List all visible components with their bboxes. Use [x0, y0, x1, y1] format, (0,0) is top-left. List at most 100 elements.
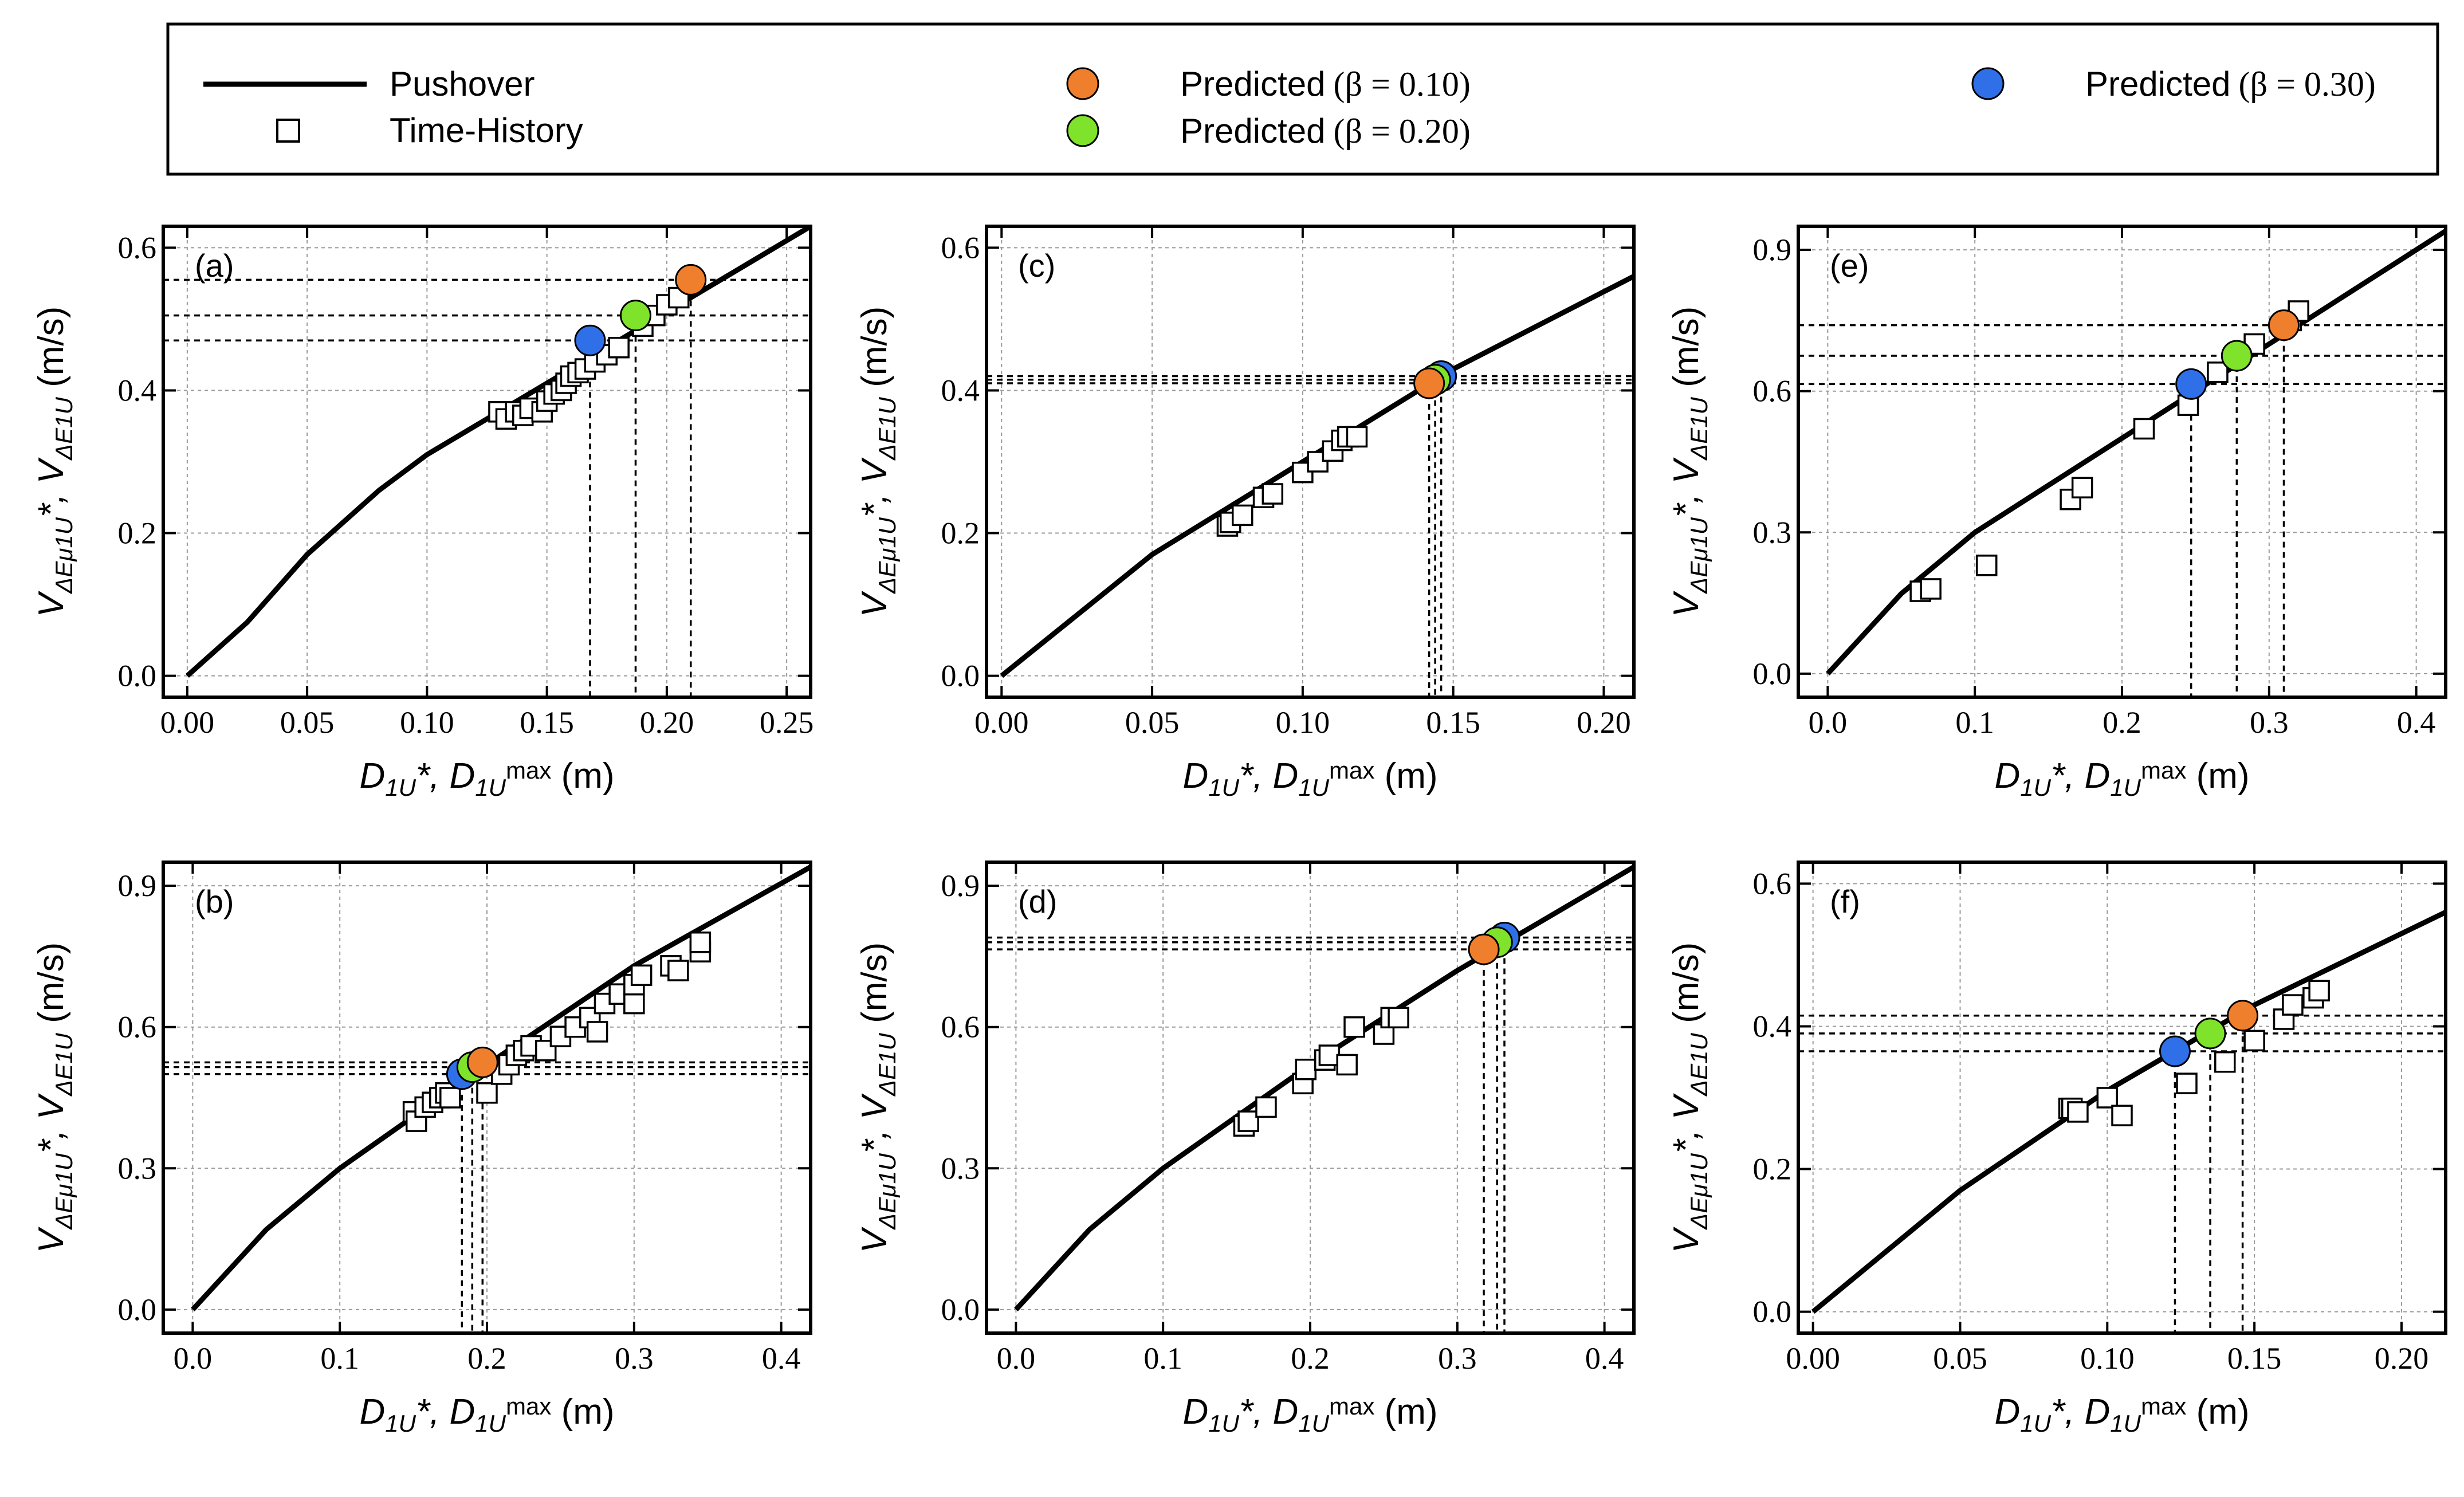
time-history-point — [1295, 1058, 1317, 1080]
time-history-point — [2133, 418, 2155, 440]
y-tick-label: 0.0 — [118, 659, 157, 693]
time-history-point — [1262, 483, 1284, 505]
x-axis-label-part: *, D — [2051, 1392, 2110, 1432]
x-axis-label-part: 1U — [2020, 774, 2051, 801]
time-history-point — [476, 1082, 498, 1104]
time-history-point — [1318, 1044, 1341, 1066]
y-axis-label-part: *, V — [855, 457, 894, 517]
time-history-point — [608, 336, 630, 359]
time-history-point — [1237, 1110, 1259, 1132]
y-axis-label-part: ΔEμ1U — [874, 1153, 901, 1230]
y-axis-label-part: V — [855, 1226, 894, 1253]
y-axis-label-part: *, V — [1667, 1093, 1706, 1153]
x-tick-label: 0.20 — [1577, 705, 1631, 740]
x-axis-label-part: 1U — [385, 1410, 416, 1437]
legend-time-history-marker — [276, 119, 300, 143]
x-tick-label: 0.10 — [2080, 1341, 2135, 1376]
panel-a: 0.00 0.05 0.10 0.15 0.20 0.25 0.0 0.2 0.4 0.6 (a) D… — [32, 225, 814, 801]
y-axis-label-part: ΔEμ1U — [1685, 517, 1712, 594]
x-tick-label: 0.05 — [1125, 705, 1180, 740]
y-tick-label: 0.6 — [118, 1010, 157, 1044]
y-axis-label-part: ΔE1U — [50, 1032, 77, 1097]
panel-label: (b) — [195, 883, 234, 920]
x-tick-label: 0.2 — [1291, 1341, 1330, 1376]
x-axis-label-part: max — [1329, 757, 1374, 784]
panel-e: 0.0 0.1 0.2 0.3 0.40.00.30.60.9 (e)D1U*, D1Um… — [1667, 225, 2447, 801]
y-tick-label: 0.6 — [1753, 866, 1792, 901]
panel-label: (f) — [1830, 883, 1860, 920]
y-axis-label-part: (m/s) — [855, 942, 894, 1033]
y-tick-label: 0.4 — [118, 373, 157, 407]
y-tick-label: 0.4 — [941, 373, 980, 407]
legend-beta-010-entry: Predicted (β = 0.10) — [1180, 65, 1471, 103]
pushover-curve — [1000, 274, 1634, 678]
x-tick-label: 0.00 — [160, 705, 215, 740]
predicted-point-beta-010 — [2268, 309, 2300, 341]
predicted-point-beta-020 — [2194, 1017, 2226, 1050]
legend-beta-030-text: Predicted — [2085, 65, 2230, 103]
time-history-point — [1336, 1054, 1358, 1076]
y-axis-label: VΔEμ1U*, VΔE1U (m/s) — [32, 307, 77, 617]
y-axis-label-part: (m/s) — [1667, 942, 1706, 1033]
panel-label: (e) — [1830, 247, 1869, 284]
time-history-point — [2308, 980, 2330, 1001]
predicted-point-beta-010 — [1468, 933, 1500, 965]
y-tick-label: 0.3 — [1753, 515, 1792, 549]
y-tick-label: 0.6 — [1753, 374, 1792, 408]
x-axis-label-part: D — [1994, 1392, 2020, 1432]
y-tick-label: 0.0 — [1753, 1295, 1792, 1329]
y-axis-label-part: *, V — [32, 1093, 71, 1153]
x-axis-label-part: max — [2141, 757, 2186, 784]
time-history-point — [1346, 426, 1368, 448]
y-tick-label: 0.0 — [941, 1292, 980, 1327]
x-tick-label: 0.4 — [762, 1341, 801, 1376]
x-tick-label: 0.2 — [2103, 705, 2141, 740]
x-axis-label-part: (m) — [551, 756, 614, 796]
time-history-point — [2111, 1105, 2133, 1126]
x-tick-label: 0.1 — [1143, 1341, 1182, 1376]
panel-f-frame — [1797, 861, 2447, 1335]
legend-pushover-label: Pushover — [390, 65, 535, 103]
time-history-point — [2243, 1030, 2265, 1052]
y-axis-label: VΔEμ1U*, VΔE1U (m/s) — [32, 942, 77, 1253]
x-tick-label: 0.0 — [997, 1341, 1036, 1376]
time-history-point — [667, 960, 689, 981]
y-axis-label-part: ΔE1U — [1685, 1032, 1712, 1097]
x-axis-label-part: D — [359, 1392, 385, 1432]
panel-a-plot-area — [163, 226, 811, 697]
time-history-point — [586, 1021, 608, 1043]
y-axis-label-part: (m/s) — [32, 307, 71, 397]
y-tick-label: 0.3 — [118, 1151, 157, 1185]
y-axis-label-part: V — [1667, 1226, 1706, 1253]
x-axis-label: D1U*, D1Umax (m) — [359, 1392, 614, 1437]
x-tick-label: 0.00 — [1786, 1341, 1840, 1376]
x-tick-label: 0.20 — [640, 705, 694, 740]
x-axis-label-part: D — [1994, 756, 2020, 796]
x-axis-label-part: D — [359, 756, 385, 796]
legend-beta-020-marker — [1066, 114, 1099, 147]
y-tick-label: 0.9 — [1753, 233, 1792, 267]
time-history-point — [689, 931, 712, 953]
panel-b-plot-area — [163, 865, 811, 1333]
x-tick-label: 0.20 — [2375, 1341, 2429, 1376]
pushover-curve — [1014, 865, 1634, 1311]
legend-beta-010-param: (β = 0.10) — [1333, 65, 1470, 103]
time-history-point — [439, 1087, 461, 1109]
y-tick-label: 0.0 — [118, 1292, 157, 1327]
y-axis-label-part: ΔEμ1U — [50, 517, 77, 594]
panel-label: (c) — [1018, 247, 1055, 284]
y-tick-label: 0.6 — [941, 230, 980, 265]
x-axis-label-part: *, D — [2051, 756, 2110, 796]
y-tick-label: 0.4 — [1753, 1009, 1792, 1043]
x-axis-label-part: (m) — [551, 1392, 614, 1432]
time-history-point — [2071, 477, 2093, 498]
y-axis-label-part: *, V — [1667, 457, 1706, 517]
x-tick-label: 0.05 — [1933, 1341, 1987, 1376]
x-axis-label: D1U*, D1Umax (m) — [1994, 756, 2249, 801]
x-axis-label: D1U*, D1Umax (m) — [359, 756, 614, 801]
x-tick-label: 0.3 — [2250, 705, 2289, 740]
panel-label: (d) — [1018, 883, 1057, 920]
y-axis-label-part: (m/s) — [1667, 307, 1706, 397]
y-tick-label: 0.0 — [1753, 657, 1792, 691]
